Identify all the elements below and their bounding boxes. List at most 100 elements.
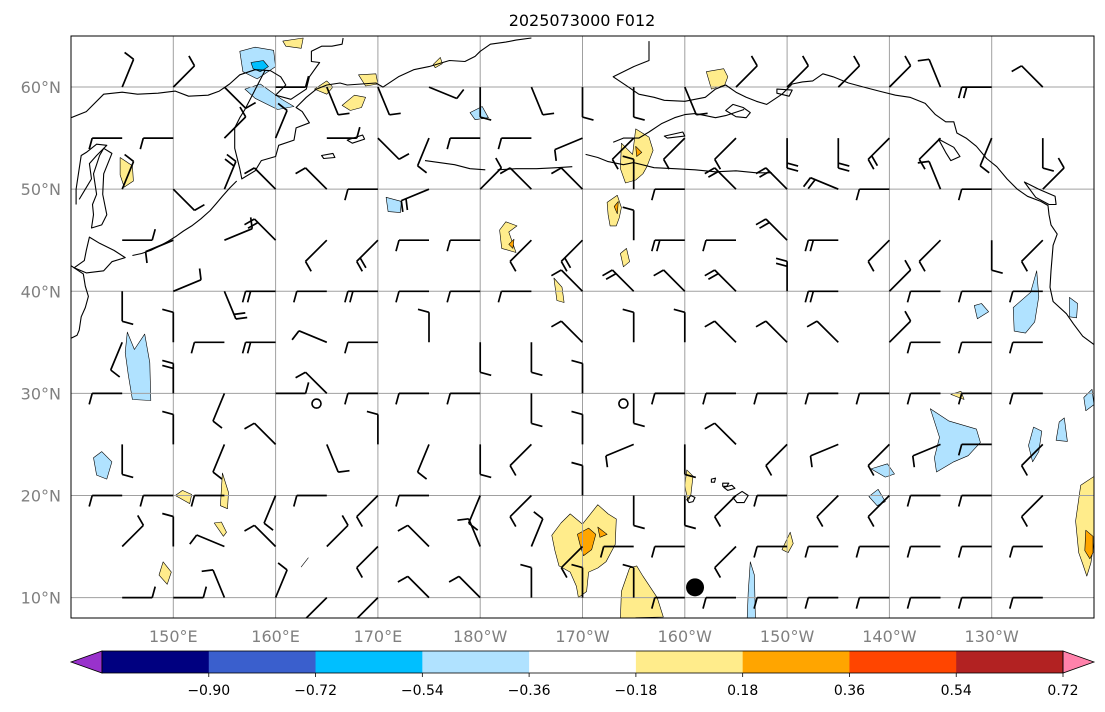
wind-barb [786,55,810,88]
shaded-area [1069,297,1078,319]
wind-barb [395,392,429,405]
wind-barb [446,137,481,150]
coastline [71,37,344,119]
wind-barb [162,359,175,394]
wind-barb [704,422,737,446]
shaded-area [244,83,295,110]
wind-barb [650,239,685,252]
wind-barb [263,495,277,531]
wind-barb [121,291,134,326]
lon-tick-label: 170°E [354,627,403,646]
wind-barb [304,239,328,272]
latitude-tick-labels: 10°N 20°N 30°N 40°N 50°N 60°N [21,78,61,608]
coastline [90,147,113,229]
lon-tick-label: 140°W [862,627,917,646]
wind-barb [1020,494,1044,528]
wind-barb [274,562,288,598]
wind-barb [244,218,277,241]
wind-barb [88,392,123,405]
wind-barb [416,444,430,480]
wind-barb [121,444,134,479]
wind-barb [560,239,584,272]
coastline [732,490,749,504]
wind-barb [223,86,257,110]
shaded-area [469,106,489,120]
wind-barb [190,341,225,354]
wind-barb [662,137,686,170]
coastline [725,103,751,119]
wind-barb [291,330,328,344]
wind-barb [172,188,205,212]
coastlines [71,37,1094,504]
wind-barb [212,393,226,429]
wind-barb [121,153,135,190]
wind-barb [416,137,430,174]
wind-barb [837,138,850,172]
wind-barb [122,586,157,599]
wind-barb [611,137,635,170]
wind-barb [990,240,1003,275]
wind-barb [446,392,481,405]
colorbar-tick-label: 0.54 [941,683,972,699]
wind-barb [509,239,532,272]
wind-barb [957,341,992,354]
map-area[interactable] [70,35,1099,629]
shaded-area [250,60,269,72]
lat-tick-label: 40°N [21,282,61,301]
lat-tick-label: 30°N [21,384,61,403]
wind-barb [1042,157,1065,190]
shaded-area [929,408,981,473]
wind-barb [88,494,123,507]
wind-barb [855,392,890,405]
wind-barb [560,545,584,579]
wind-barb [957,290,992,303]
wind-barb [400,188,430,213]
wind-barb [479,157,503,190]
wind-barb [755,218,788,241]
wind-barb [804,596,839,609]
wind-barb [446,239,481,252]
wind-barb [775,257,788,292]
shaded-area [635,146,643,157]
shaded-area [213,521,227,537]
wind-barb [632,393,645,428]
wind-barb [957,86,992,99]
shaded-anomaly-layer [93,37,1094,618]
wind-barb [804,392,839,405]
lon-tick-label: 170°W [555,627,610,646]
wind-barb [1008,341,1043,354]
wind-barbs [88,51,1065,618]
wind-barb [479,444,492,479]
wind-barb [448,575,481,599]
coastline [937,138,961,162]
wind-barb [1008,290,1043,303]
wind-barb [957,596,992,609]
lat-tick-label: 60°N [21,78,61,97]
colorbar-segment [208,651,317,673]
coastline [612,108,745,143]
wind-barb [530,511,544,547]
coastline [75,143,108,205]
wind-barb [274,102,288,139]
coastline [424,160,486,171]
colorbar-segment [529,651,637,673]
wind-barb [713,545,737,579]
wind-barb [295,167,328,190]
wind-barb [632,495,645,530]
coastline [73,236,126,274]
wind-barb [753,392,788,405]
wind-barb [622,563,635,598]
wind-barb [172,55,196,88]
wind-barb [673,308,686,343]
colorbar-segment [742,651,850,673]
wind-barb [173,586,208,599]
wind-barb [162,512,175,547]
shaded-area [705,68,729,90]
wind-barb [957,494,992,507]
coastline [497,166,573,171]
shaded-area [385,197,402,213]
colorbar-segment [635,651,744,673]
wind-barb [806,320,839,343]
wind-barb [837,55,861,88]
